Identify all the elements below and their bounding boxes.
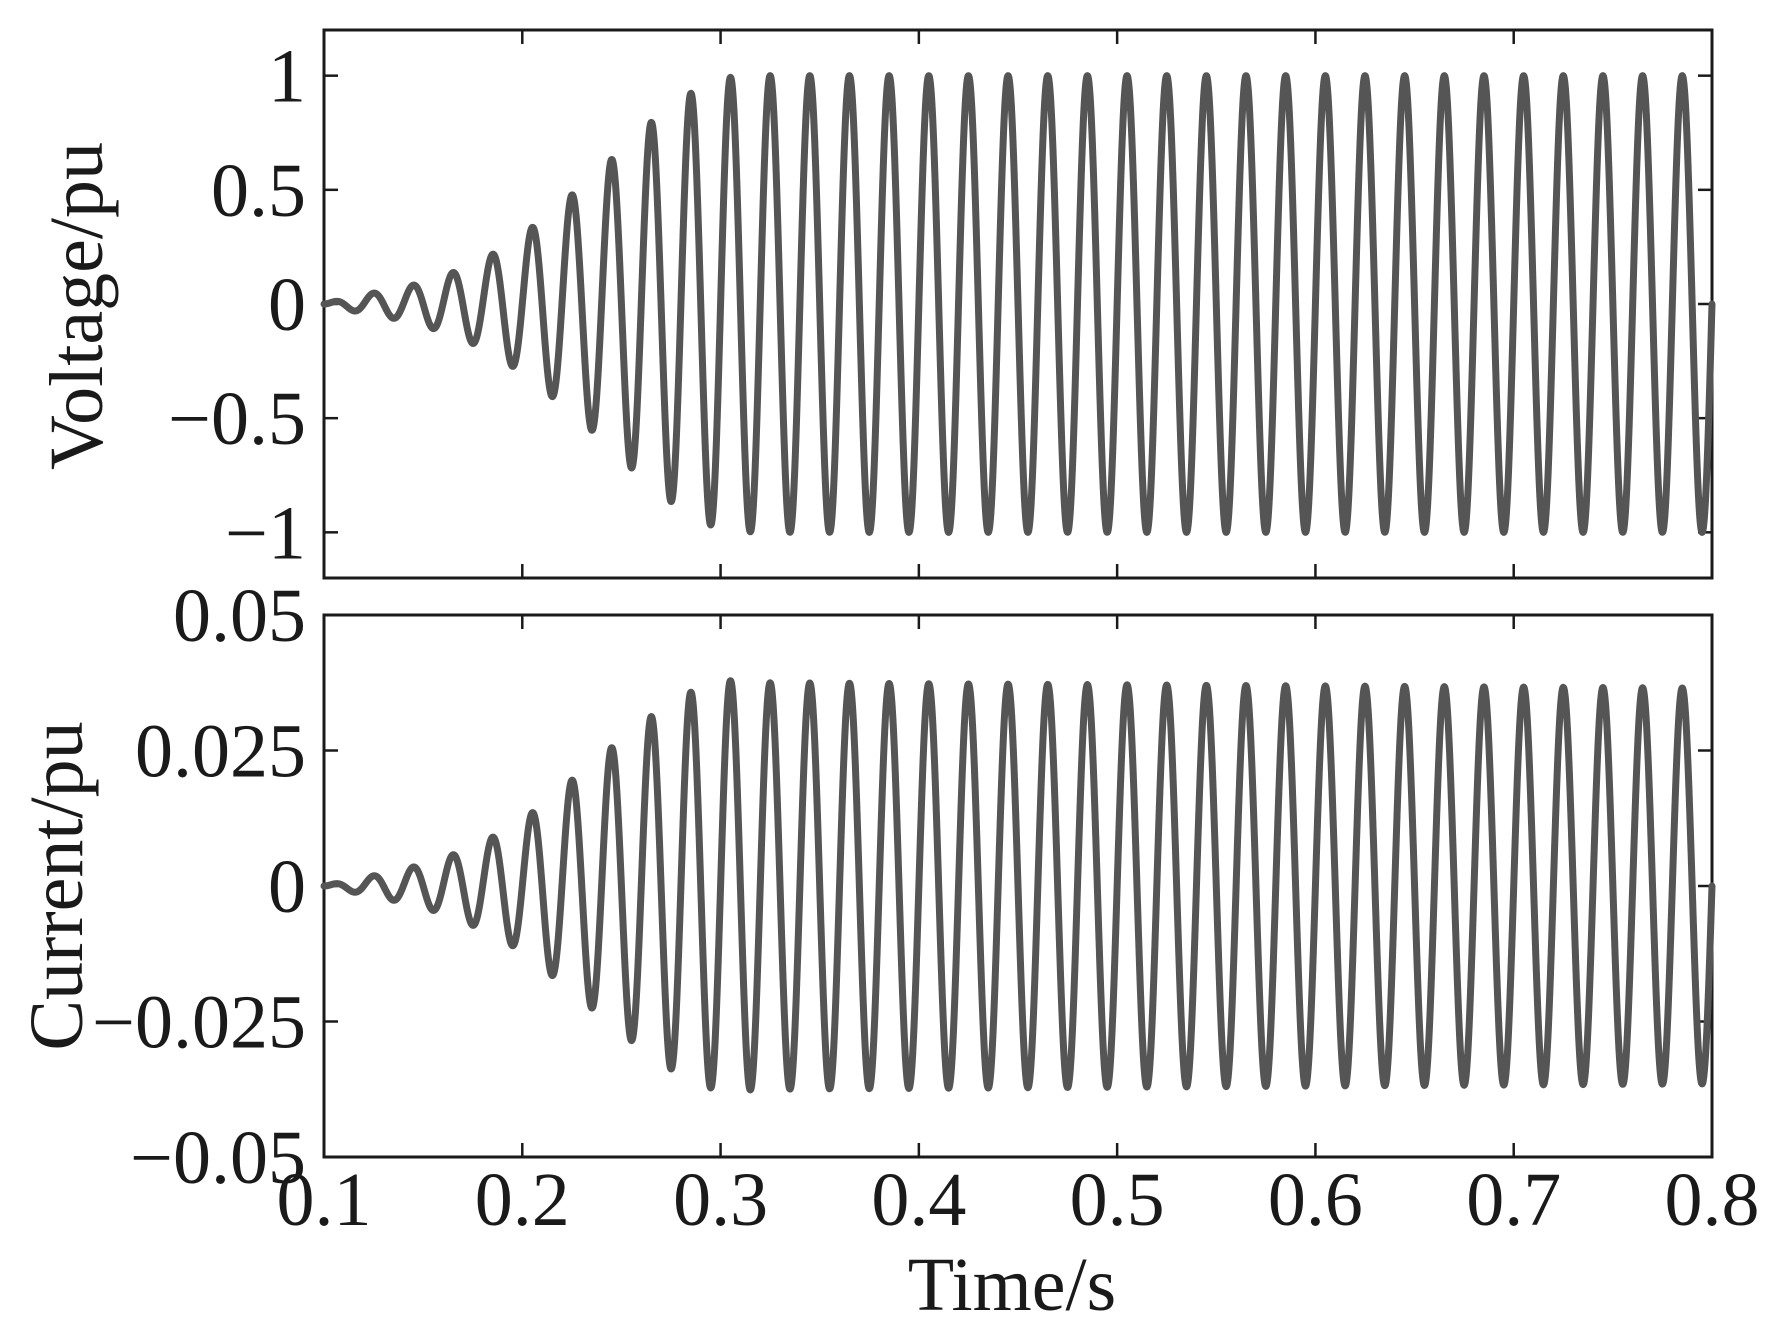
current-xtick-label: 0.3 (673, 1158, 768, 1242)
current-ytick-label: −0.05 (130, 1116, 306, 1200)
voltage-series-line (320, 72, 1716, 536)
current-ticks: 0.1 0.2 0.3 0.4 0.5 0.6 0.7 0.8 0.05 0.025 0 −0.025… (92, 574, 1759, 1242)
current-ytick-label: 0.025 (135, 710, 306, 794)
current-ytick-label: 0 (268, 845, 306, 929)
voltage-ylabel: Voltage/pu (35, 142, 119, 470)
voltage-ytick-label: 0 (268, 263, 306, 347)
current-xlabel: Time/s (908, 1243, 1116, 1327)
voltage-ytick-label: −1 (225, 491, 306, 575)
current-xtick-label: 0.7 (1466, 1158, 1561, 1242)
voltage-series (320, 72, 1716, 536)
current-ytick-label: 0.05 (173, 574, 306, 658)
current-xtick-label: 0.1 (277, 1158, 372, 1242)
voltage-ytick-label: 0.5 (211, 149, 306, 233)
voltage-panel: 1 0.5 0 −0.5 −1 Voltage/pu (35, 28, 1716, 580)
voltage-ticks: 1 0.5 0 −0.5 −1 (168, 30, 1714, 578)
current-xtick-label: 0.5 (1070, 1158, 1165, 1242)
current-panel: 0.1 0.2 0.3 0.4 0.5 0.6 0.7 0.8 0.05 0.025 0 −0.025… (15, 574, 1760, 1327)
current-xtick-label: 0.4 (871, 1158, 966, 1242)
current-xtick-label: 0.8 (1665, 1158, 1760, 1242)
current-ylabel: Current/pu (15, 721, 99, 1050)
current-ytick-label: −0.025 (92, 981, 306, 1065)
current-series (320, 677, 1716, 1094)
voltage-ytick-label: −0.5 (168, 377, 306, 461)
current-xtick-label: 0.2 (475, 1158, 570, 1242)
current-series-line (320, 677, 1716, 1094)
current-xtick-label: 0.6 (1268, 1158, 1363, 1242)
voltage-ytick-label: 1 (268, 35, 306, 119)
